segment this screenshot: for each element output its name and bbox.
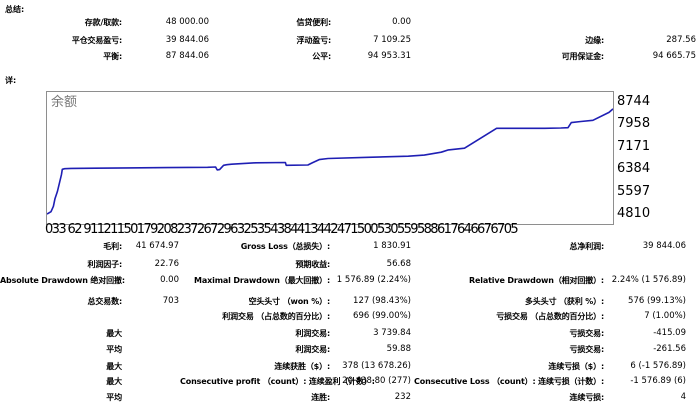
summary-label: 平仓交易盈亏: (71, 36, 122, 45)
stats-label: Maximal Drawdown（最大回撤）: (194, 276, 330, 285)
summary-label: 公平: (312, 52, 331, 61)
stats-label: 亏损交易: (569, 329, 605, 338)
summary-label: 可用保证金: (561, 52, 604, 61)
stats-value: 22.76 (154, 259, 179, 269)
y-tick-label: 7958 (617, 116, 651, 132)
y-tick-label: 7171 (617, 138, 651, 154)
stats-label: 最大 (106, 362, 122, 371)
stats-label: 亏损交易 （占总数的百分比）: (496, 312, 604, 321)
stats-label: Relative Drawdown（相对回撤）: (468, 276, 604, 285)
summary-value: 94 665.75 (652, 51, 696, 61)
stats-label: Gross Loss（总损失）: (240, 242, 330, 251)
stats-value: 0.00 (160, 275, 179, 285)
stats-label: 连续获胜（$）: (274, 362, 330, 371)
summary-label: 浮动盈亏: (296, 36, 332, 45)
y-tick-label: 6384 (617, 161, 651, 177)
stats-label: Consecutive Loss （count）: 连续亏损（计数）: (414, 377, 604, 386)
stats-label: 空头头寸 （won %）: (248, 297, 331, 306)
stats-label: 平均 (106, 345, 122, 354)
stats-label: Absolute Drawdown 绝对回撤: (0, 276, 125, 285)
stats-label: 亏损交易: (569, 345, 605, 354)
stats-label: 利润交易: (295, 345, 331, 354)
details-title: 详: (5, 76, 17, 85)
stats-value: 4 (680, 392, 686, 402)
balance-chart-svg (46, 108, 614, 215)
stats-value: -1 576.89 (6) (630, 376, 686, 386)
stats-value: 1 576.89 (2.24%) (336, 275, 411, 285)
summary-label: 边缘: (585, 36, 604, 45)
stats-label: 总净利润: (569, 242, 605, 251)
stats-value: 20 438.80 (277) (342, 376, 411, 386)
summary-value: 7 109.25 (373, 35, 411, 45)
stats-label: 预期收益: (295, 260, 331, 269)
summary-value: 48 000.00 (165, 17, 209, 27)
stats-value: 6 (-1 576.89) (630, 361, 686, 371)
stats-label: 最大 (106, 377, 122, 386)
stats-label: 利润交易 （占总数的百分比）: (222, 312, 330, 321)
stats-label: 平均 (106, 393, 122, 402)
x-axis-ticks: 033 62 911211501792082372672963253543844… (45, 223, 519, 237)
stats-label: 连续亏损: (569, 393, 605, 402)
summary-label: 平衡: (103, 52, 122, 61)
stats-value: 576 (99.13%) (628, 296, 686, 306)
stats-label: 总交易数: (87, 297, 123, 306)
y-tick-label: 8744 (617, 94, 651, 109)
stats-value: 7 (1.00%) (644, 311, 686, 321)
balance-series-line (46, 108, 614, 215)
summary-label: 存款/取款: (84, 18, 122, 27)
balance-chart: 余额 (46, 91, 614, 225)
stats-value: 1 830.91 (373, 241, 411, 251)
stats-value: -415.09 (653, 328, 686, 338)
stats-value: 39 844.06 (642, 241, 686, 251)
summary-value: 287.56 (666, 35, 696, 45)
stats-value: 127 (98.43%) (353, 296, 411, 306)
stats-label: 连胜: (311, 393, 330, 402)
chart-title: 余额 (51, 95, 78, 110)
stats-label: 连续亏损（$）: (548, 362, 604, 371)
stats-value: 703 (162, 296, 179, 306)
stats-value: 3 739.84 (373, 328, 411, 338)
stats-label: 利润因子: (87, 260, 123, 269)
stats-value: 232 (394, 392, 411, 402)
summary-value: 0.00 (392, 17, 411, 27)
stats-label: 利润交易: (295, 329, 331, 338)
stats-value: 56.68 (386, 259, 411, 269)
summary-value: 39 844.06 (165, 35, 209, 45)
stats-label: Consecutive profit （count）: 连续盈利（计数）: (180, 377, 375, 386)
stats-value: 59.88 (386, 344, 411, 354)
stats-label: 多头头寸 （获利 %）: (525, 297, 604, 306)
stats-value: 696 (99.00%) (353, 311, 411, 321)
stats-value: 378 (13 678.26) (342, 361, 411, 371)
stats-value: 41 674.97 (135, 241, 179, 251)
stats-label: 毛利: (103, 242, 122, 251)
summary-title: 总结: (5, 5, 25, 14)
summary-value: 94 953.31 (367, 51, 411, 61)
stats-value: 2.24% (1 576.89) (611, 275, 686, 285)
stats-value: -261.56 (653, 344, 686, 354)
stats-label: 最大 (106, 329, 122, 338)
summary-value: 87 844.06 (165, 51, 209, 61)
y-tick-label: 4810 (617, 206, 651, 221)
y-tick-label: 5597 (617, 183, 651, 199)
summary-label: 信贷便利: (296, 18, 332, 27)
